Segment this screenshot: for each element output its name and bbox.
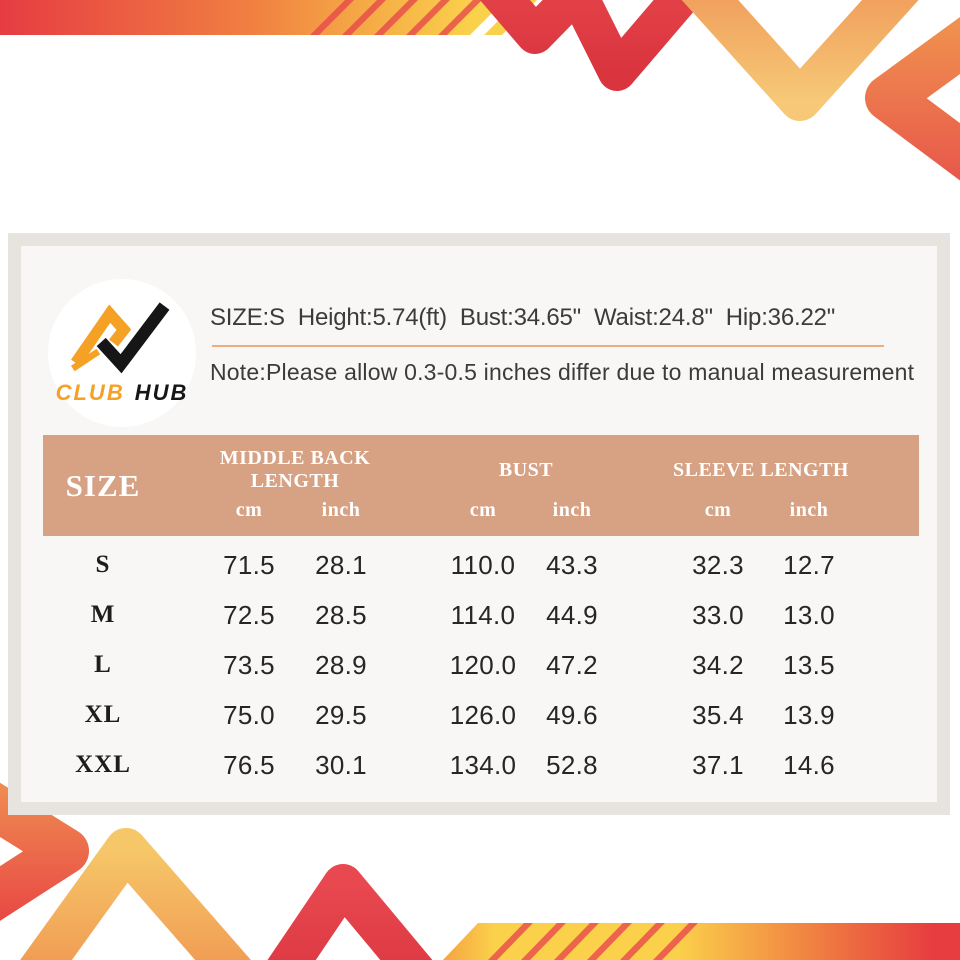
bottom-red-mountain-shape <box>267 864 433 960</box>
cell-value: 43.3 <box>546 549 598 580</box>
table-row: XXL 76.5 30.1 134.0 52.8 37.1 14.6 <box>43 740 919 790</box>
cell-value: 49.6 <box>546 699 598 730</box>
spec-divider <box>212 345 884 347</box>
spec-height: Height:5.74(ft) <box>297 304 447 331</box>
size-table: SIZE MIDDLE BACK LENGTH BUST SLEEVE LENG… <box>43 435 919 790</box>
cell-value: 44.9 <box>546 599 598 630</box>
clubhub-logo-mark-icon <box>71 302 170 374</box>
spec-size: SIZE:S <box>210 304 285 331</box>
spec-bust: Bust:34.65" <box>459 304 581 331</box>
cell-value: 120.0 <box>449 649 517 680</box>
unit-label-inch: inch <box>321 499 361 521</box>
cell-value: 34.2 <box>692 649 744 680</box>
bottom-yellow-mountain-shape <box>20 828 251 960</box>
cell-value: 71.5 <box>223 549 275 580</box>
cell-value: 110.0 <box>450 549 516 580</box>
table-row: L 73.5 28.9 120.0 47.2 34.2 13.5 <box>43 640 919 690</box>
cell-value: 12.7 <box>783 549 835 580</box>
cell-value: 28.9 <box>315 649 367 680</box>
unit-label-inch: inch <box>789 499 829 521</box>
cell-value: 37.1 <box>692 749 744 780</box>
cell-value: 134.0 <box>449 749 517 780</box>
spec-waist: Waist:24.8" <box>593 304 713 331</box>
logo-word-hub: HUB <box>134 380 189 405</box>
size-table-header: SIZE MIDDLE BACK LENGTH BUST SLEEVE LENG… <box>43 435 919 536</box>
measurement-note: Note:Please allow 0.3-0.5 inches differ … <box>210 359 915 385</box>
logo-word-club: CLUB <box>55 380 125 405</box>
table-row: M 72.5 28.5 114.0 44.9 33.0 13.0 <box>43 590 919 640</box>
cell-value: 72.5 <box>223 599 275 630</box>
column-group-bust: BUST <box>498 458 554 481</box>
cell-value: 73.5 <box>223 649 275 680</box>
row-size-label: XL <box>84 701 122 728</box>
cell-value: 75.0 <box>223 699 275 730</box>
cell-value: 35.4 <box>692 699 744 730</box>
top-red-zigzag-shape <box>479 0 704 91</box>
unit-label-cm: cm <box>235 499 263 521</box>
unit-label-inch: inch <box>552 499 592 521</box>
top-gradient-band-shape <box>0 0 555 35</box>
cell-value: 33.0 <box>692 599 744 630</box>
size-chart-card-inner: CLUB HUB SIZE:S Height:5.74(ft) Bust:34.… <box>21 246 937 802</box>
cell-value: 47.2 <box>546 649 598 680</box>
unit-label-cm: cm <box>469 499 497 521</box>
right-edge-chevron-shape <box>865 17 960 181</box>
clubhub-logo: CLUB HUB <box>48 279 196 427</box>
column-group-middle-back-length: MIDDLE BACK LENGTH <box>219 447 371 492</box>
cell-value: 13.0 <box>783 599 835 630</box>
cell-value: 30.1 <box>315 749 367 780</box>
bottom-gradient-band-shape <box>443 923 960 960</box>
unit-label-cm: cm <box>704 499 732 521</box>
cell-value: 14.6 <box>783 749 835 780</box>
cell-value: 13.5 <box>783 649 835 680</box>
cell-value: 28.1 <box>315 549 367 580</box>
cell-value: 28.5 <box>315 599 367 630</box>
clubhub-logo-wordmark: CLUB HUB <box>56 380 189 406</box>
cell-value: 29.5 <box>315 699 367 730</box>
cell-value: 126.0 <box>449 699 517 730</box>
size-table-body: S 71.5 28.1 110.0 43.3 32.3 12.7 M 72.5 … <box>43 536 919 790</box>
column-group-sleeve-length: SLEEVE LENGTH <box>672 458 849 481</box>
size-chart-card: CLUB HUB SIZE:S Height:5.74(ft) Bust:34.… <box>8 233 950 815</box>
cell-value: 76.5 <box>223 749 275 780</box>
row-size-label: S <box>95 551 111 578</box>
cell-value: 114.0 <box>450 599 516 630</box>
row-size-label: L <box>94 651 112 678</box>
table-row: S 71.5 28.1 110.0 43.3 32.3 12.7 <box>43 540 919 590</box>
row-size-label: M <box>90 601 116 628</box>
cell-value: 52.8 <box>546 749 598 780</box>
model-spec-line: SIZE:S Height:5.74(ft) Bust:34.65" Waist… <box>210 304 835 332</box>
column-header-size: SIZE <box>65 467 141 503</box>
top-orange-chevron-shape <box>681 0 919 121</box>
table-row: XL 75.0 29.5 126.0 49.6 35.4 13.9 <box>43 690 919 740</box>
spec-hip: Hip:36.22" <box>725 304 836 331</box>
cell-value: 13.9 <box>783 699 835 730</box>
cell-value: 32.3 <box>692 549 744 580</box>
row-size-label: XXL <box>75 751 131 778</box>
